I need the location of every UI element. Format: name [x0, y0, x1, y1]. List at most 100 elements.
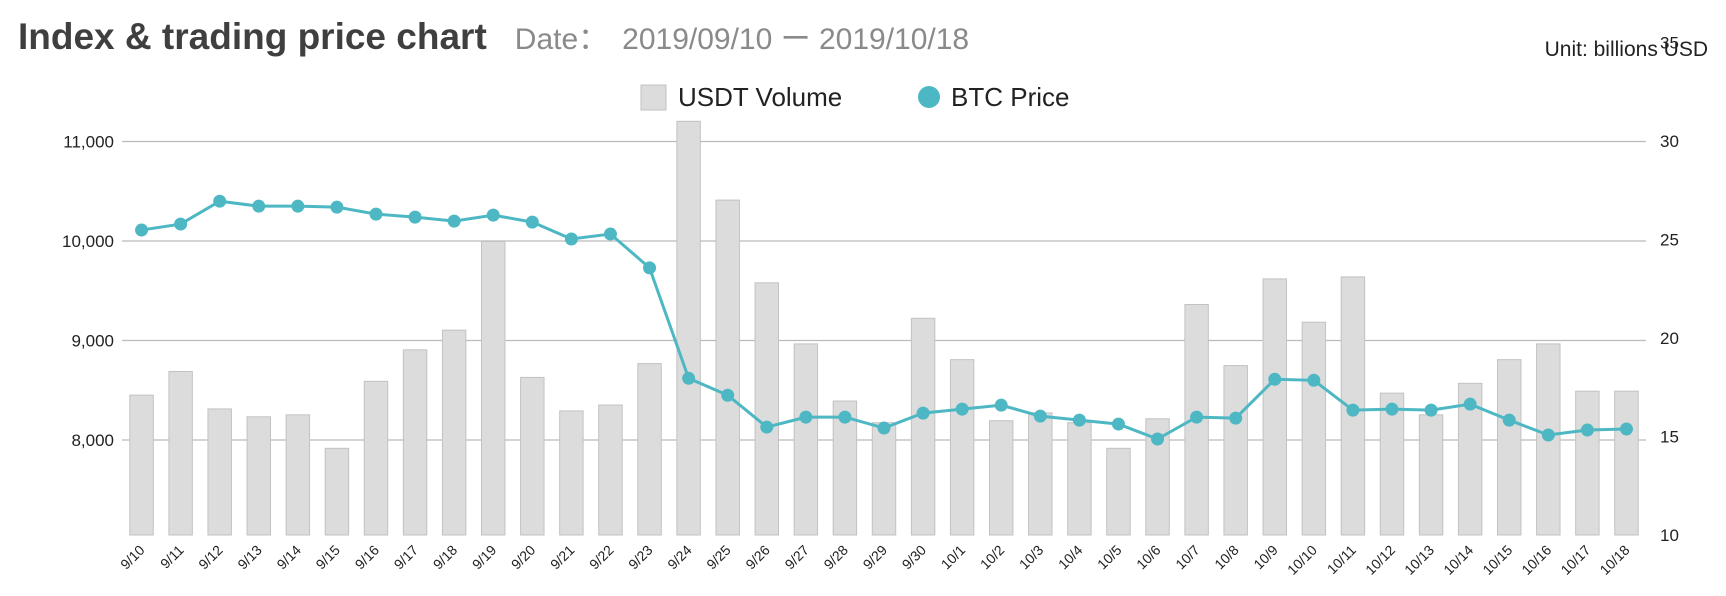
volume-bar [481, 240, 506, 536]
volume-bar [207, 408, 232, 536]
price-point [369, 207, 383, 221]
x-axis-tick-label: 9/21 [547, 542, 578, 573]
x-axis-tick-label: 10/16 [1518, 542, 1554, 578]
volume-bar [1223, 365, 1248, 536]
x-axis-tick-label: 10/12 [1362, 542, 1398, 578]
x-axis-tick-label: 10/6 [1133, 542, 1164, 573]
legend: USDT Volume BTC Price [640, 82, 1069, 112]
x-axis-tick-label: 10/9 [1250, 542, 1281, 573]
price-point [799, 410, 813, 424]
unit-label: Unit: billions USD [1544, 38, 1708, 61]
price-point [1541, 428, 1555, 442]
price-point [1268, 372, 1282, 386]
chart-title: Index & trading price chart [18, 16, 487, 57]
x-axis-tick-label: 9/22 [586, 542, 617, 573]
volume-bar [1379, 392, 1405, 536]
price-point [1385, 402, 1399, 416]
x-axis-tick-label: 9/20 [508, 542, 539, 573]
x-axis-tick-label: 9/19 [469, 542, 500, 573]
x-axis-tick-label: 9/24 [664, 542, 695, 573]
x-axis-tick-label: 9/13 [234, 542, 265, 573]
x-axis-tick-label: 10/7 [1172, 542, 1203, 573]
price-point [1307, 373, 1321, 387]
x-axis-tick-label: 10/5 [1094, 542, 1125, 573]
price-point [1229, 411, 1243, 425]
x-axis-tick-label: 10/10 [1284, 542, 1320, 578]
price-point [1580, 423, 1594, 437]
left-axis-tick-label: 10,000 [62, 232, 114, 251]
x-axis-tick-label: 10/1 [938, 542, 969, 573]
x-axis-tick-label: 9/28 [820, 542, 851, 573]
date-label: Date： [514, 23, 609, 56]
price-point [1463, 397, 1477, 411]
x-axis-tick-label: 10/14 [1440, 542, 1476, 578]
x-axis-tick-label: 9/18 [430, 542, 461, 573]
volume-bar [793, 343, 819, 536]
x-axis-tick-label: 9/10 [117, 542, 148, 573]
x-axis-tick-label: 9/23 [625, 542, 656, 573]
price-point [1619, 422, 1633, 436]
x-axis-tick-label: 10/4 [1055, 542, 1086, 573]
right-axis-tick-label: 15 [1660, 428, 1679, 447]
volume-bar [1067, 422, 1092, 536]
x-axis-tick-label: 10/8 [1211, 542, 1242, 573]
volume-bar [754, 282, 779, 536]
volume-bar [1028, 412, 1053, 536]
left-axis-ticks: 8,000 9,000 10,000 11,000 [62, 133, 114, 451]
volume-bar [324, 447, 350, 536]
x-axis-tick-label: 9/26 [742, 542, 773, 573]
left-axis-tick-label: 11,000 [63, 133, 114, 152]
price-point [955, 402, 969, 416]
price-line [135, 194, 1633, 446]
volume-bar [676, 120, 701, 536]
price-point [447, 214, 461, 228]
price-point [1190, 410, 1204, 424]
x-axis-ticks: 9/10 9/11 9/12 9/13 9/14 9/15 9/16 9/17 9/18 9/19… [117, 542, 1633, 578]
price-point [838, 410, 852, 424]
price-point [291, 199, 305, 213]
volume-bar [989, 420, 1014, 536]
volume-bar [715, 199, 740, 536]
volume-bar [363, 380, 389, 536]
volume-bar [1614, 390, 1639, 536]
price-point [1502, 413, 1516, 427]
price-point [1346, 403, 1360, 417]
price-point [603, 227, 617, 241]
volume-bar [1301, 321, 1327, 536]
x-axis-tick-label: 9/30 [899, 542, 930, 573]
legend-swatch-btc-price [918, 86, 940, 108]
volume-bar [832, 400, 858, 536]
price-point [525, 215, 539, 229]
price-point [1033, 409, 1047, 423]
price-point [1072, 413, 1086, 427]
volume-bar [1457, 382, 1483, 536]
x-axis-tick-label: 9/16 [352, 542, 383, 573]
x-axis-tick-label: 9/17 [391, 542, 422, 573]
volume-bars [129, 120, 1639, 536]
price-point [408, 210, 422, 224]
x-axis-tick-label: 10/13 [1401, 542, 1437, 578]
price-point [135, 223, 149, 237]
price-point [1151, 432, 1165, 446]
volume-bar [1262, 278, 1287, 536]
date-range: 2019/09/10 ー 2019/10/18 [622, 23, 970, 56]
x-axis-tick-label: 10/15 [1479, 542, 1515, 578]
x-axis-tick-label: 10/2 [977, 542, 1008, 573]
price-point [682, 371, 696, 385]
x-axis-tick-label: 9/29 [860, 542, 891, 573]
volume-bar [949, 359, 975, 536]
volume-bar [871, 422, 897, 536]
price-point [330, 200, 344, 214]
x-axis-tick-label: 9/15 [312, 542, 343, 573]
volume-bar [559, 410, 584, 536]
price-point [1111, 417, 1125, 431]
volume-bar [1497, 359, 1522, 536]
volume-bar [441, 329, 467, 536]
price-point [1424, 403, 1438, 417]
price-point [916, 406, 930, 420]
volume-bar [129, 394, 154, 536]
volume-bar [1418, 414, 1444, 536]
price-point [721, 388, 735, 402]
volume-bar [910, 317, 936, 536]
right-axis-tick-label: 30 [1660, 132, 1679, 151]
